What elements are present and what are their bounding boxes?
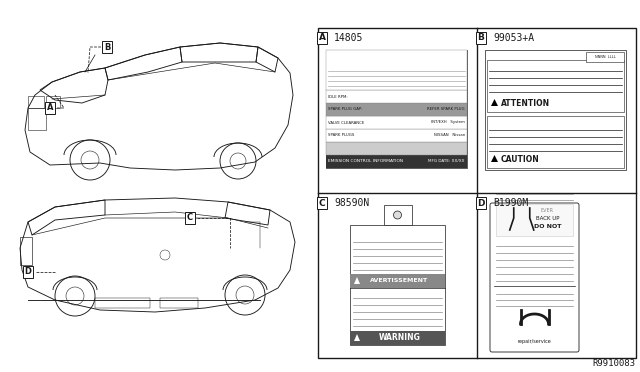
Text: REFER SPARK PLUG: REFER SPARK PLUG (428, 108, 465, 112)
Text: BACK UP: BACK UP (536, 216, 559, 221)
Bar (485, 50, 626, 170)
Circle shape (394, 211, 401, 219)
Text: WARNING: WARNING (379, 334, 420, 343)
Text: A: A (319, 33, 326, 42)
Text: B1990M: B1990M (493, 198, 528, 208)
Text: INT/EXH   System: INT/EXH System (431, 121, 465, 125)
Text: C: C (187, 214, 193, 222)
Bar (28, 108, 46, 130)
Text: IDLE RPM:: IDLE RPM: (328, 94, 348, 99)
Bar (487, 60, 624, 112)
Bar (28, 96, 44, 108)
Bar (46, 96, 60, 108)
Text: D: D (477, 199, 484, 208)
Bar (326, 90, 467, 103)
Bar (326, 116, 467, 129)
Text: 99053+A: 99053+A (493, 33, 534, 43)
Polygon shape (491, 155, 498, 162)
Bar (160, 298, 198, 308)
Bar (586, 52, 624, 62)
Text: DO NOT: DO NOT (534, 224, 561, 229)
Text: 98590N: 98590N (334, 198, 369, 208)
FancyBboxPatch shape (490, 203, 579, 352)
Text: NISSAN   Nissan: NISSAN Nissan (434, 134, 465, 138)
Bar (496, 204, 573, 236)
Bar (326, 50, 467, 90)
Bar (95, 298, 150, 308)
Text: NNNN  LLLL: NNNN LLLL (595, 55, 616, 59)
Bar (383, 205, 412, 225)
Text: A: A (47, 103, 53, 112)
Bar (350, 331, 445, 345)
Bar (20, 237, 32, 265)
Text: EMISSION CONTROL INFORMATION: EMISSION CONTROL INFORMATION (328, 160, 403, 164)
Polygon shape (491, 99, 498, 106)
Text: EVER: EVER (541, 208, 554, 213)
Text: C: C (319, 199, 325, 208)
Text: B: B (104, 42, 110, 51)
Bar (326, 103, 467, 116)
Text: SPARK PLUGS: SPARK PLUGS (328, 134, 355, 138)
Text: AVERTISSEMENT: AVERTISSEMENT (371, 279, 429, 283)
Bar (350, 274, 445, 288)
Text: B: B (477, 33, 484, 42)
Bar (326, 142, 467, 155)
Bar (326, 155, 467, 168)
Text: SPARK PLUG GAP:: SPARK PLUG GAP: (328, 108, 362, 112)
Bar (326, 50, 467, 168)
Text: R9910083: R9910083 (592, 359, 635, 368)
Text: 14805: 14805 (334, 33, 364, 43)
Bar (487, 116, 624, 168)
Bar (350, 225, 445, 345)
Polygon shape (354, 277, 360, 284)
Text: VALVE CLEARANCE: VALVE CLEARANCE (328, 121, 364, 125)
Bar (326, 129, 467, 142)
Polygon shape (354, 334, 360, 341)
Bar (318, 28, 636, 358)
Text: ATTENTION: ATTENTION (501, 99, 550, 108)
Text: repair/service: repair/service (518, 340, 552, 344)
Text: D: D (24, 267, 31, 276)
Text: CAUTION: CAUTION (501, 154, 540, 164)
Text: MFG DATE: XX/XX: MFG DATE: XX/XX (429, 160, 465, 164)
